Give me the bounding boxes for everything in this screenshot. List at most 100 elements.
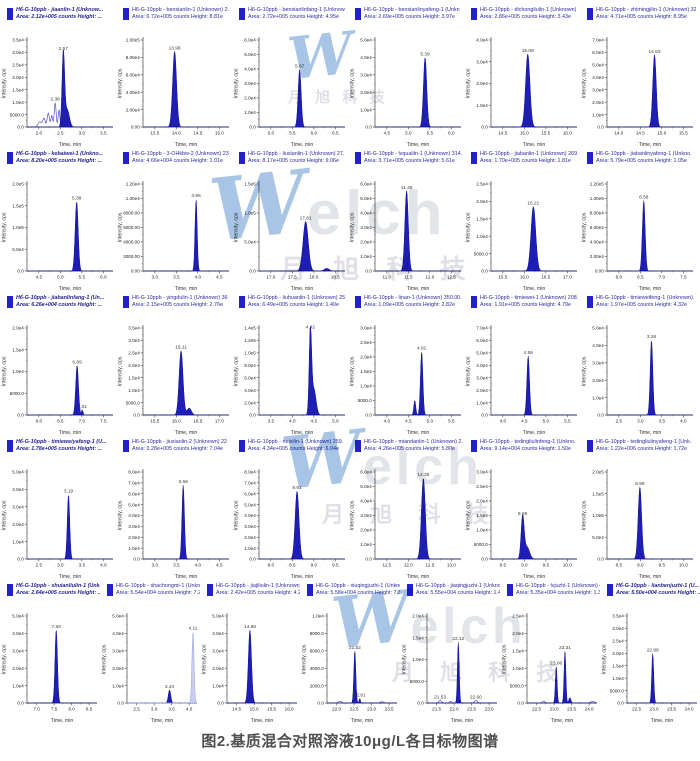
y-axis-label: Intensity, cps xyxy=(102,644,108,674)
chromatogram-plot: 0.0 2000.0 4000.0 6000.0 8000.0 1.0e4 22.0 22.5… xyxy=(302,613,397,724)
x-tick-label: 15.5 xyxy=(679,130,688,135)
peak-rt-label: 3.26 xyxy=(647,334,657,340)
panel-area-height: Area: 2.15e+005 counts Height: 2.76e xyxy=(132,302,223,309)
y-tick-label: 1.5e4 xyxy=(128,375,140,380)
x-tick-label: 24.0 xyxy=(685,706,694,711)
x-axis-label: Time, min xyxy=(407,142,430,148)
chromatogram-peak xyxy=(427,642,497,704)
chromatogram-plot: 0.0 5000.0 1.0e4 1.5e4 2.0e4 2.5e4 3.0e4 3.5e4 1… xyxy=(118,325,229,436)
y-tick-label: 1.00e5 xyxy=(126,38,140,43)
x-tick-label: 15.0 xyxy=(250,706,259,711)
panel-title: H6-G-10ppb - jiaqingjuzhi-1 (Unknown). xyxy=(416,583,500,589)
y-tick-label: 2.0e4 xyxy=(512,631,524,636)
panel-header-text: H6-G-10ppb - jiabanlin-1 (Unknown) 269 Ar… xyxy=(480,151,577,165)
y-tick-label: 1.5e4 xyxy=(12,87,24,92)
y-tick-label: 3.0e4 xyxy=(592,87,604,92)
y-axis-label: Intensity, cps xyxy=(502,644,508,674)
x-tick-label: 6.0 xyxy=(311,130,318,135)
y-tick-label: 6.0e4 xyxy=(476,338,488,343)
panel-header-text: H6-G-10ppb - benxianlin-1 (Unknown) 2. Ar… xyxy=(132,7,229,21)
chromatogram-peak xyxy=(143,350,229,416)
panel-header: H6-G-10ppb - jiuxiaolin-2 (Unknown) 22 Ar… xyxy=(116,436,232,463)
panel-title: H6-G-10ppb - timieweifeng-1 (Unknown). xyxy=(596,295,695,301)
y-tick-label: 6.0e4 xyxy=(592,50,604,55)
y-tick-label: 3.0e4 xyxy=(128,338,140,343)
y-tick-label: 1.5e4 xyxy=(512,649,524,654)
x-tick-label: 6.0 xyxy=(616,274,623,279)
y-tick-label: 5.0e4 xyxy=(244,502,256,507)
x-axis-label: Time, min xyxy=(59,286,82,292)
x-axis-label: Time, min xyxy=(407,430,430,436)
panel-header: H6-G-10ppb - yingdulin-1 (Unknown) 36 Are… xyxy=(116,292,232,319)
panel-header-text: H6-G-10ppb - tedingliulinyafeng-1 (Unk. A… xyxy=(596,439,691,453)
x-axis-label: Time, min xyxy=(59,430,82,436)
panel-title: H6-G-10ppb - jiaanlin-1 (Unknow... xyxy=(16,7,104,13)
chromatogram-plot: 0.0 5.0e4 1.0e5 1.5e5 17.0 17.5 18.0 18.5 Intens… xyxy=(234,181,345,292)
y-tick-label: 2.00e4 xyxy=(126,107,140,112)
y-axis-label: Intensity, cps xyxy=(466,68,472,98)
panel-area-height: Area: 5.50e+004 counts Height: ... xyxy=(616,590,700,597)
y-tick-label: 5.0e4 xyxy=(592,535,604,540)
x-axis-label: Time, min xyxy=(291,142,314,148)
x-tick-label: 3.0 xyxy=(57,562,64,567)
panel-title: H6-G-10ppb - xiuqingjuzhi-1 (Unknown). xyxy=(316,583,400,589)
panel-header-text: H6-G-10ppb - dichongliulin-1 (Unknown) Ar… xyxy=(480,7,576,21)
panel-header-text: H6-G-10ppb - 3-OHkbw-2 (Unknown) 23 Area:… xyxy=(132,151,229,165)
y-tick-label: 0.0 xyxy=(249,557,256,562)
y-tick-label: 1.5e5 xyxy=(592,491,604,496)
peak-rt-label: 22.61 xyxy=(354,693,366,699)
legend-swatch-icon xyxy=(107,584,113,596)
y-tick-label: 3.0e4 xyxy=(244,81,256,86)
peak-rt-label: 12.35 xyxy=(417,472,429,478)
panel-area-height: Area: 1.22e+006 counts Height: 1.72e xyxy=(596,446,687,453)
y-tick-label: 6.0e4 xyxy=(360,182,372,187)
y-tick-label: 0.0 xyxy=(317,701,324,706)
x-axis-label: Time, min xyxy=(175,574,198,580)
chromatogram-panel: H6-G-10ppb - 3-OHkbw-2 (Unknown) 23 Area:… xyxy=(116,148,232,292)
x-axis-label: Time, min xyxy=(651,718,674,724)
x-tick-label: 3.0 xyxy=(151,706,158,711)
x-tick-label: 12.0 xyxy=(425,274,434,279)
x-tick-label: 3.0 xyxy=(152,274,159,279)
legend-swatch-icon xyxy=(355,8,361,20)
y-tick-label: 5000.0 xyxy=(510,683,524,688)
y-tick-label: 5.0e4 xyxy=(476,351,488,356)
y-tick-label: 5000.0 xyxy=(610,688,624,693)
chromatogram-plot: 0.0 1.0e4 2.0e4 3.0e4 4.0e4 5.0e4 14.5 15.0 15.5… xyxy=(202,613,297,724)
chromatogram-plot: 0.0 2.0e4 4.0e4 6.0e4 8.0e4 1.0e5 1.2e5 1.4e5 3.… xyxy=(234,325,345,436)
x-tick-label: 22.0 xyxy=(332,706,341,711)
y-tick-label: 6.0e4 xyxy=(244,38,256,43)
chromatogram-panel: H6-G-10ppb - jiaanlin-1 (Unknow... Area: … xyxy=(0,4,116,148)
y-axis-label: Intensity, cps xyxy=(582,212,588,242)
chromatogram-panel: H6-G-10ppb - yingdulin-1 (Unknown) 36 Are… xyxy=(116,292,232,436)
panel-title: H6-G-10ppb - kebaiwei-1 (Unkno... xyxy=(16,151,104,157)
panel-title: H6-G-10ppb - shachongmi-1 (Unknown). xyxy=(116,583,200,589)
y-tick-label: 3.0e4 xyxy=(612,626,624,631)
x-tick-label: 6.5 xyxy=(332,130,339,135)
y-tick-label: 0.0 xyxy=(365,269,372,274)
x-tick-label: 4.5 xyxy=(521,418,528,423)
y-tick-label: 2.5e4 xyxy=(476,484,488,489)
y-axis-label: Intensity, cps xyxy=(602,644,608,674)
x-tick-label: 7.0 xyxy=(79,418,86,423)
x-axis-label: Time, min xyxy=(551,718,574,724)
panel-title: H6-G-10ppb - jiabanlinyafeng-1 (Unkno. xyxy=(596,151,692,157)
y-tick-label: 0.0 xyxy=(597,125,604,130)
y-axis-label: Intensity, cps xyxy=(2,68,8,98)
panel-area-height: Area: 6.49e+005 counts Height: 1.40e xyxy=(248,302,339,309)
x-axis-label: Time, min xyxy=(175,430,198,436)
y-tick-label: 1.0e4 xyxy=(128,388,140,393)
panel-area-height: Area: 3.28e+005 counts Height: 7.04e xyxy=(132,446,223,453)
x-tick-label: 10.0 xyxy=(679,562,688,567)
panel-area-height: Area: 3.71e+005 counts Height: 5.61e xyxy=(364,158,455,165)
y-tick-label: 0.0 xyxy=(481,413,488,418)
y-tick-label: 2.0e4 xyxy=(212,666,224,671)
y-tick-label: 1.0e4 xyxy=(312,614,324,619)
y-tick-label: 0.00 xyxy=(131,125,140,130)
panel-header: H6-G-10ppb - neixilin-1 (Unknown) 259. Ar… xyxy=(232,436,348,463)
legend-swatch-icon xyxy=(123,440,129,452)
y-tick-label: 1.5e5 xyxy=(244,182,256,187)
chromatogram-plot: 0.0 5000.0 1.0e4 1.5e4 2.0e4 2.5e4 3.0e4 3.5e4 2… xyxy=(2,37,113,148)
panel-area-height: Area: 2.12e+005 counts Height: ... xyxy=(16,14,103,21)
chromatogram-panel: H6-G-10ppb - lvjuzhi-1 (Unknown) 406.1Ar… xyxy=(500,580,601,724)
